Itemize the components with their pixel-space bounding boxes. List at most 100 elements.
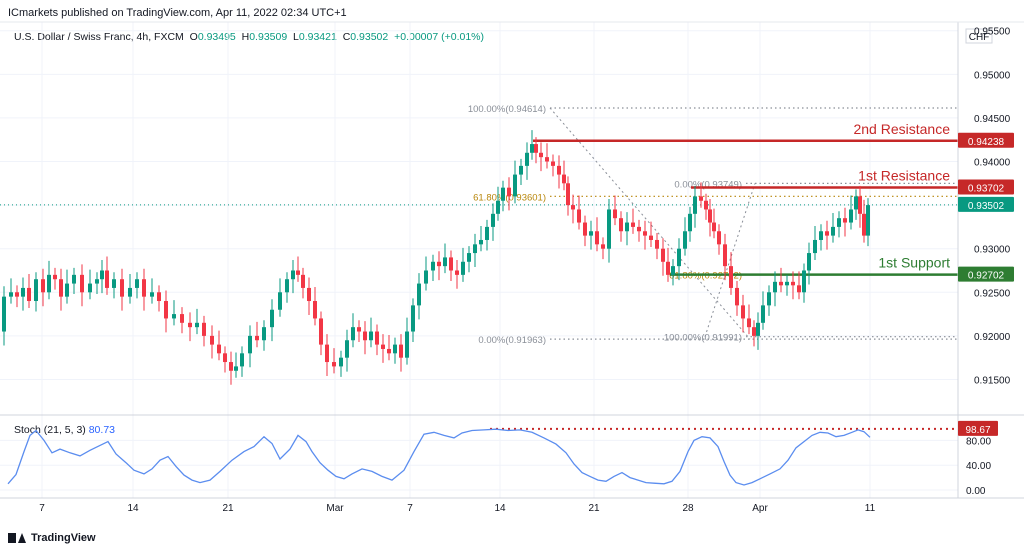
candle-body — [21, 287, 25, 297]
candle-body — [59, 279, 63, 297]
candle-body — [649, 235, 653, 240]
candle-body — [80, 274, 84, 293]
close-label: C — [342, 31, 351, 43]
candle-body — [797, 285, 801, 293]
time-tick-label: 7 — [39, 503, 45, 514]
symbol-name: U.S. Dollar / Swiss Franc, 4h, FXCM — [14, 31, 184, 43]
level-price-badge — [958, 132, 1014, 148]
candle-body — [619, 218, 623, 232]
candle-body — [513, 174, 517, 197]
candle-body — [307, 287, 311, 302]
current-price-badge — [958, 196, 1014, 212]
candle-body — [393, 344, 397, 354]
candle-body — [15, 292, 19, 297]
time-tick-label: 14 — [127, 503, 139, 514]
candle-body — [699, 196, 703, 201]
candle-body — [583, 222, 587, 236]
candle-body — [105, 270, 109, 288]
currency-box — [965, 28, 993, 44]
level-name-label: 1st Resistance — [858, 167, 950, 183]
candle-body — [637, 226, 641, 232]
candle-body — [381, 344, 385, 349]
time-tick-label: 21 — [588, 503, 600, 514]
candle-body — [437, 261, 441, 267]
level-price-label: 0.92702 — [968, 271, 1005, 282]
candle-body — [607, 209, 611, 249]
level-name-label: 2nd Resistance — [853, 121, 950, 137]
fib-trendline — [704, 183, 756, 337]
stoch-value: 80.73 — [88, 424, 115, 436]
candle-body — [387, 348, 391, 354]
levels-layer: 2nd Resistance 1st Resistance 1st Support — [0, 121, 958, 276]
candle-body — [866, 205, 870, 236]
candle-body — [655, 239, 659, 249]
candle-body — [313, 301, 317, 319]
price-layer — [2, 130, 870, 385]
high-value: 0.93509 — [249, 31, 288, 43]
candle-body — [375, 331, 379, 345]
axis-layer: CHF0.955000.950000.945000.940000.935000.… — [0, 21, 1024, 514]
candle-body — [595, 231, 599, 245]
candle-body — [95, 279, 99, 284]
candle-body — [491, 213, 495, 227]
candle-body — [807, 253, 811, 271]
candle-body — [854, 196, 858, 210]
candle-body — [761, 305, 765, 323]
candle-body — [172, 314, 176, 319]
candle-body — [164, 301, 168, 319]
candle-body — [717, 231, 721, 245]
open-value: 0.93495 — [197, 31, 236, 43]
candle-body — [229, 362, 233, 371]
candle-body — [285, 279, 289, 293]
time-tick-label: Apr — [752, 503, 768, 514]
time-tick-label: Mar — [326, 503, 344, 514]
candle-body — [399, 344, 403, 358]
candle-body — [255, 335, 259, 341]
candle-body — [843, 218, 847, 223]
candle-body — [566, 183, 570, 206]
publisher-line: ICmarkets published on TradingView.com, … — [8, 7, 347, 19]
candle-body — [643, 231, 647, 236]
candle-body — [240, 353, 244, 367]
stoch-layer — [7, 427, 958, 486]
candle-body — [661, 248, 665, 262]
candle-body — [223, 353, 227, 363]
candle-body — [473, 244, 477, 254]
candle-body — [479, 239, 483, 245]
candle-body — [363, 331, 367, 341]
open-label: O — [189, 31, 198, 43]
price-tick-label: 0.92000 — [974, 332, 1011, 343]
candle-body — [53, 274, 57, 280]
tradingview-footer[interactable]: TradingView — [8, 532, 96, 544]
candle-body — [625, 222, 629, 232]
candle-body — [47, 274, 51, 293]
candle-body — [88, 283, 92, 293]
price-tick-label: 0.91500 — [974, 375, 1011, 386]
candle-body — [9, 292, 13, 297]
candle-body — [157, 292, 161, 302]
candle-body — [431, 261, 435, 271]
symbol-ohlc-line: U.S. Dollar / Swiss Franc, 4h, FXCM O0.9… — [14, 31, 484, 43]
candle-body — [369, 331, 373, 341]
candle-body — [278, 292, 282, 310]
candle-body — [577, 209, 581, 223]
candle-body — [562, 174, 566, 184]
candle-body — [791, 281, 795, 286]
close-value: 0.93502 — [350, 31, 389, 43]
time-tick-label: 7 — [407, 503, 413, 514]
candle-body — [325, 344, 329, 363]
candle-body — [142, 279, 146, 297]
candle-body — [785, 281, 789, 286]
candle-body — [339, 357, 343, 367]
candle-body — [270, 309, 274, 328]
fib-trendline — [549, 107, 751, 340]
stoch-badge — [958, 420, 998, 436]
candle-body — [813, 239, 817, 254]
candle-body — [708, 209, 712, 223]
candle-body — [262, 327, 266, 341]
level-price-label: 0.94238 — [968, 137, 1005, 148]
candle-body — [631, 222, 635, 227]
candle-body — [234, 366, 238, 371]
candle-body — [128, 287, 132, 297]
